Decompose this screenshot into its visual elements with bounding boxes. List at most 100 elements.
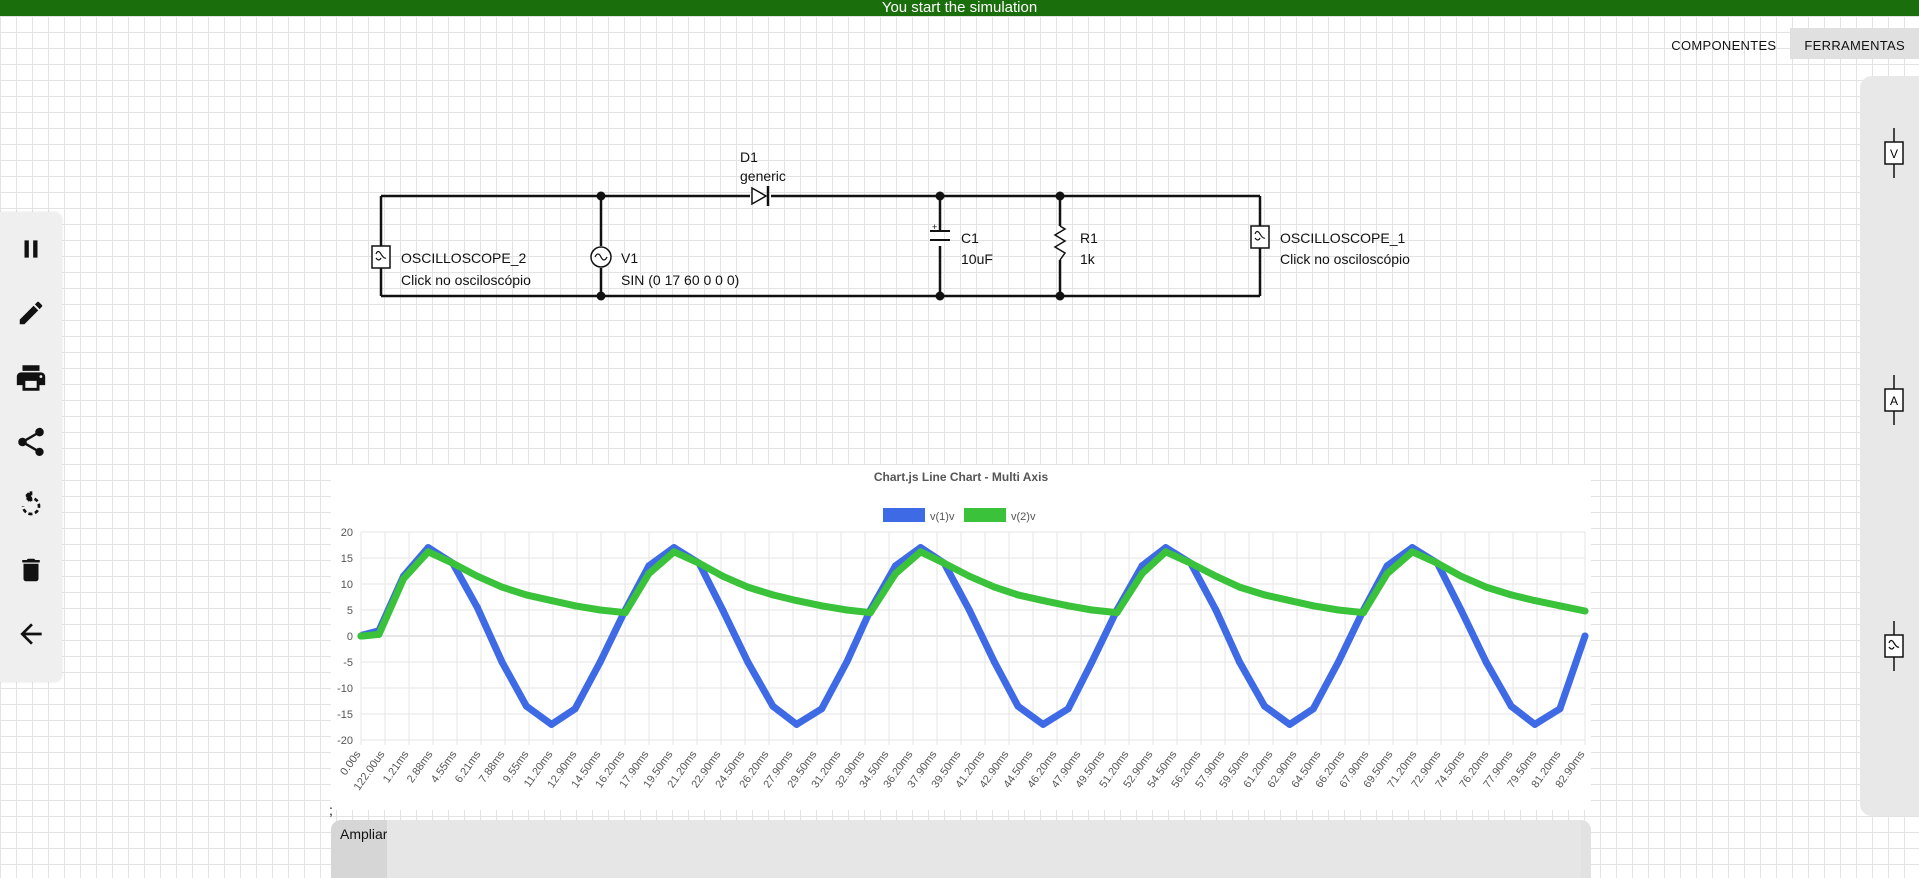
edit-button[interactable] [13,295,49,331]
data-point [1162,548,1170,556]
data-point [891,570,899,578]
data-point [1531,720,1539,728]
separator-text: ; [329,802,333,818]
circuit-wires [379,194,1262,298]
data-point [1113,609,1121,617]
oscilloscope-tool[interactable] [1879,621,1909,671]
data-point [719,606,727,614]
data-point [473,572,481,580]
chart-grid [360,531,1586,745]
data-point [1286,597,1294,605]
voltmeter-icon: V [1884,128,1904,178]
rotate-icon [21,490,41,516]
data-point [1039,720,1047,728]
diode-name: D1 [740,149,758,165]
data-point [1531,597,1539,605]
share-button[interactable] [13,424,49,460]
data-point [1457,606,1465,614]
pause-button[interactable] [13,231,49,267]
y-tick-label: 20 [341,527,353,539]
oscilloscope-probe-icon [1250,225,1270,249]
data-point [1482,583,1490,591]
oscilloscope-chart: Chart.js Line Chart - Multi Axis v(1)v v(… [337,470,1589,793]
data-point [744,583,752,591]
data-point [473,603,481,611]
data-point [1482,658,1490,666]
expand-button[interactable]: Ampliar [331,820,387,878]
oscilloscope-2-name: OSCILLOSCOPE_2 [401,250,526,266]
delete-button[interactable] [13,552,49,588]
data-point [818,602,826,610]
data-point [1309,705,1317,713]
back-arrow-icon [20,623,42,645]
chart-x-axis: 0.00s122.00us1.21ms2.88ms4.55ms6.21ms7.8… [338,748,1588,792]
y-tick-label: 5 [347,605,353,617]
data-point [1556,705,1564,713]
chart-series [357,544,1589,728]
data-point [965,572,973,580]
oscilloscope-2[interactable]: OSCILLOSCOPE_2 Click no osciloscópio [371,245,531,288]
data-point [1309,602,1317,610]
voltmeter-tool[interactable]: V [1879,128,1909,178]
source-v1[interactable]: V1 SIN (0 17 60 0 0 0) [590,246,739,288]
data-point [424,548,432,556]
data-point [547,597,555,605]
print-icon [16,365,46,391]
oscilloscope-chart-panel: Chart.js Line Chart - Multi Axis v(1)v v(… [331,465,1591,810]
data-point [1014,591,1022,599]
print-button[interactable] [13,360,49,396]
data-point [1138,570,1146,578]
data-point [670,548,678,556]
expand-track [387,820,1581,878]
data-point [1261,591,1269,599]
left-toolbar [0,212,62,682]
oscilloscope-1-hint[interactable]: Click no osciloscópio [1280,251,1410,267]
data-point [1334,658,1342,666]
data-point [1433,559,1441,567]
data-point [621,609,629,617]
y-tick-label: 10 [341,579,353,591]
y-tick-label: -15 [337,709,353,721]
legend-swatch[interactable] [964,508,1006,522]
oscilloscope-2-hint[interactable]: Click no osciloscópio [401,272,531,288]
series-line [357,548,1589,640]
data-point [596,658,604,666]
share-icon [18,427,44,457]
data-point [769,702,777,710]
y-tick-label: -5 [343,657,353,669]
data-point [547,720,555,728]
data-point [1014,702,1022,710]
series-v(2)v [357,548,1589,640]
y-tick-label: 15 [341,553,353,565]
legend-label[interactable]: v(1)v [930,511,955,523]
data-point [400,575,408,583]
back-button[interactable] [13,616,49,652]
data-point [1236,583,1244,591]
chart-title: Chart.js Line Chart - Multi Axis [874,470,1049,484]
resistor-r1[interactable]: R1 1k [1053,225,1098,267]
data-point [1286,720,1294,728]
rotate-button[interactable] [13,488,49,524]
data-point [571,602,579,610]
diode-d1[interactable]: D1 generic [740,149,786,206]
tab-componentes[interactable]: COMPONENTES [1657,28,1790,59]
oscilloscope-icon [1884,621,1904,671]
data-point [843,658,851,666]
data-point [965,606,973,614]
data-point [1064,705,1072,713]
data-point [940,559,948,567]
legend-label[interactable]: v(2)v [1011,511,1036,523]
tab-ferramentas[interactable]: FERRAMENTAS [1790,28,1919,59]
status-banner: You start the simulation [0,0,1919,16]
data-point [1581,632,1589,640]
oscilloscope-1[interactable]: OSCILLOSCOPE_1 Click no osciloscópio [1250,225,1410,267]
data-point [1088,658,1096,666]
ammeter-tool[interactable]: A [1879,375,1909,425]
data-point [719,572,727,580]
data-point [1556,602,1564,610]
data-point [793,597,801,605]
capacitor-c1[interactable]: + C1 10uF [930,222,993,267]
legend-swatch[interactable] [883,508,925,522]
chart-y-axis: 20 15 10 5 0 -5 -10 -15 -20 [337,527,353,747]
data-point [990,658,998,666]
